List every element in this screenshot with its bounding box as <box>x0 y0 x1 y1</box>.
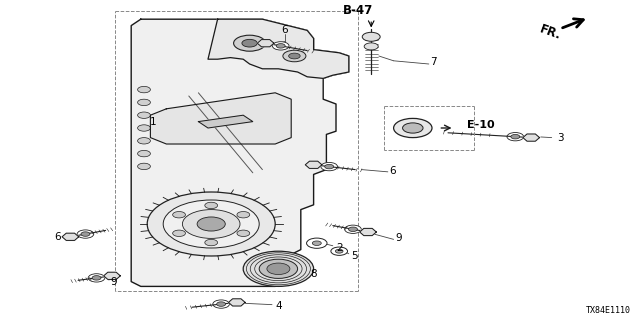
Circle shape <box>163 200 259 248</box>
Text: 6: 6 <box>282 25 288 36</box>
Text: B-47: B-47 <box>343 4 374 17</box>
Circle shape <box>273 42 289 50</box>
Circle shape <box>507 132 524 141</box>
Circle shape <box>242 39 257 47</box>
Circle shape <box>394 118 432 138</box>
Text: 4: 4 <box>275 300 282 311</box>
Circle shape <box>403 123 423 133</box>
Polygon shape <box>360 228 376 236</box>
Circle shape <box>182 210 240 238</box>
Text: FR.: FR. <box>538 23 563 43</box>
Circle shape <box>364 43 378 50</box>
Polygon shape <box>150 93 291 144</box>
Polygon shape <box>62 233 79 240</box>
Text: 1: 1 <box>150 116 157 127</box>
Circle shape <box>321 163 337 171</box>
Polygon shape <box>198 115 253 128</box>
Circle shape <box>345 225 362 233</box>
Circle shape <box>312 241 321 245</box>
Circle shape <box>511 134 520 139</box>
Circle shape <box>349 227 358 231</box>
Polygon shape <box>523 134 540 141</box>
Circle shape <box>92 276 101 280</box>
Polygon shape <box>104 272 120 279</box>
Circle shape <box>237 230 250 236</box>
Circle shape <box>267 263 290 275</box>
Text: 9: 9 <box>111 276 117 287</box>
Polygon shape <box>305 161 322 168</box>
Circle shape <box>276 44 285 48</box>
Circle shape <box>138 150 150 157</box>
Text: 6: 6 <box>54 232 61 242</box>
Circle shape <box>197 217 225 231</box>
Circle shape <box>213 300 230 308</box>
Circle shape <box>289 53 300 59</box>
Text: 6: 6 <box>389 166 396 176</box>
Circle shape <box>138 138 150 144</box>
Circle shape <box>283 50 306 62</box>
Text: 5: 5 <box>351 251 357 261</box>
Circle shape <box>77 230 93 238</box>
Circle shape <box>173 212 186 218</box>
Circle shape <box>173 230 186 236</box>
Circle shape <box>243 251 314 286</box>
Circle shape <box>138 125 150 131</box>
Circle shape <box>138 99 150 106</box>
Circle shape <box>324 164 333 169</box>
Circle shape <box>205 202 218 209</box>
Circle shape <box>259 259 298 278</box>
Circle shape <box>237 212 250 218</box>
Text: 2: 2 <box>336 243 342 253</box>
Polygon shape <box>131 19 349 286</box>
Circle shape <box>362 32 380 41</box>
Text: TX84E1110: TX84E1110 <box>586 306 630 315</box>
Polygon shape <box>208 19 349 78</box>
Circle shape <box>138 112 150 118</box>
Circle shape <box>205 239 218 246</box>
Circle shape <box>88 274 105 282</box>
Polygon shape <box>257 40 274 47</box>
Circle shape <box>234 35 266 51</box>
Text: E-10: E-10 <box>467 120 495 130</box>
Circle shape <box>307 238 327 248</box>
Polygon shape <box>228 299 245 306</box>
Text: 3: 3 <box>557 132 563 143</box>
Circle shape <box>147 192 275 256</box>
Circle shape <box>138 86 150 93</box>
Text: 7: 7 <box>430 57 436 68</box>
Text: 8: 8 <box>310 268 317 279</box>
Circle shape <box>331 247 348 255</box>
Circle shape <box>138 163 150 170</box>
Circle shape <box>335 249 343 253</box>
Text: 9: 9 <box>396 233 402 244</box>
Circle shape <box>217 302 226 306</box>
Circle shape <box>81 232 90 236</box>
